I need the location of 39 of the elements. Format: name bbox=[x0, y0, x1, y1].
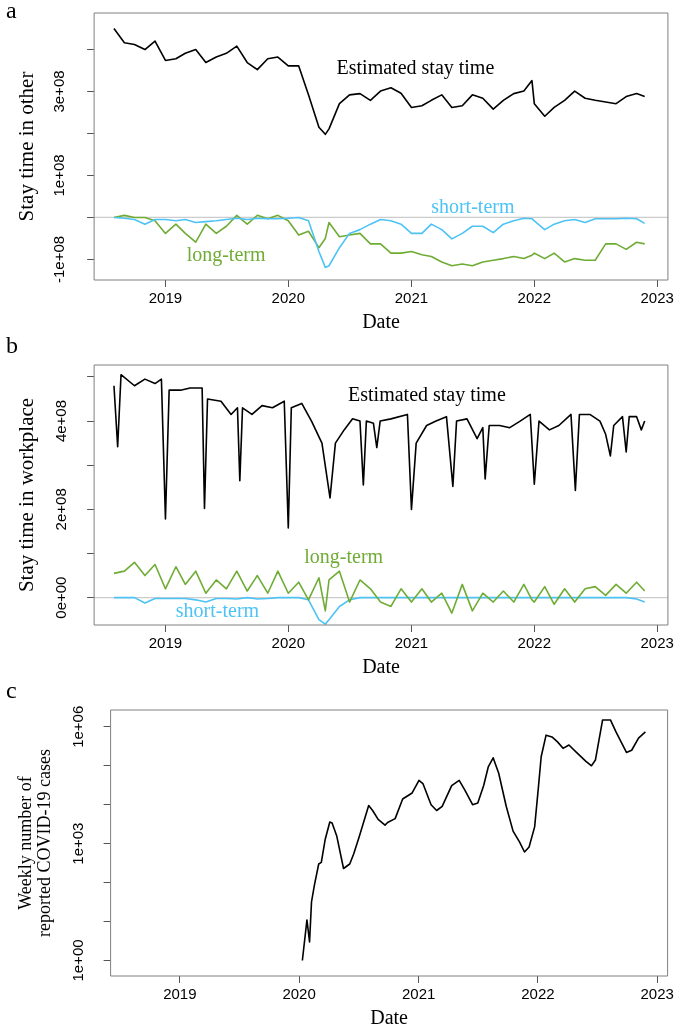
y-axis-title: Weekly number of reported COVID-19 cases bbox=[14, 749, 55, 937]
y-tick-label: 1e+06 bbox=[68, 705, 86, 748]
y-tick-label: 1e+08 bbox=[49, 154, 67, 197]
x-axis-title: Date bbox=[362, 310, 400, 333]
x-tick-label: 2022 bbox=[521, 985, 555, 1003]
x-tick-label: 2022 bbox=[517, 289, 551, 307]
series-label: long-term bbox=[186, 243, 266, 267]
y-tick-label: 3e+08 bbox=[49, 70, 67, 113]
y-tick-label: 4e+08 bbox=[52, 399, 70, 443]
chart-title: b bbox=[6, 332, 18, 359]
x-tick-label: 2023 bbox=[640, 289, 674, 307]
x-tick-label: 2019 bbox=[148, 634, 183, 652]
y-tick-label: 2e+08 bbox=[52, 488, 70, 531]
x-tick-label: 2019 bbox=[163, 985, 197, 1003]
x-tick-label: 2023 bbox=[640, 634, 674, 652]
x-tick-label: 2019 bbox=[148, 289, 183, 307]
series-label: short-term bbox=[175, 599, 260, 622]
x-tick-label: 2020 bbox=[282, 985, 316, 1003]
x-tick-label: 2020 bbox=[271, 289, 305, 307]
y-tick-label: 1e+00 bbox=[68, 939, 86, 982]
chart-title: c bbox=[6, 677, 17, 704]
y-tick-label: -1e+08 bbox=[49, 235, 67, 283]
x-tick-label: 2021 bbox=[401, 985, 436, 1003]
x-tick-label: 2021 bbox=[394, 289, 429, 307]
x-axis-title: Date bbox=[362, 655, 400, 678]
series-label: Estimated stay time bbox=[348, 383, 506, 407]
x-tick-label: 2020 bbox=[271, 634, 305, 652]
x-tick-label: 2023 bbox=[640, 985, 674, 1003]
y-axis-title: Stay time in other bbox=[14, 71, 39, 222]
x-axis-title: Date bbox=[370, 1006, 409, 1029]
x-tick-label: 2022 bbox=[517, 634, 551, 652]
y-tick-label: 0e+00 bbox=[52, 576, 70, 619]
y-tick-label: 1e+03 bbox=[68, 822, 86, 865]
series-label: long-term bbox=[304, 544, 384, 568]
series-label: Estimated stay time bbox=[336, 56, 495, 80]
chart-title: a bbox=[6, 0, 17, 24]
series-label: short-term bbox=[431, 195, 515, 218]
y-axis-title: Stay time in workplace bbox=[14, 397, 39, 593]
x-tick-label: 2021 bbox=[394, 634, 429, 652]
